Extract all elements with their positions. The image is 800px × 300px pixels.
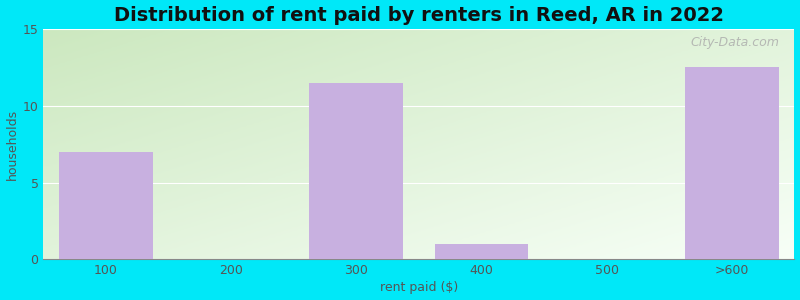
Bar (434, 244, 529, 260)
X-axis label: rent paid ($): rent paid ($) (380, 281, 458, 294)
Bar (685, 67, 778, 260)
Text: City-Data.com: City-Data.com (690, 36, 779, 49)
Bar (59, 152, 153, 260)
Y-axis label: households: households (6, 109, 18, 180)
Title: Distribution of rent paid by renters in Reed, AR in 2022: Distribution of rent paid by renters in … (114, 6, 724, 25)
Bar (310, 83, 403, 260)
